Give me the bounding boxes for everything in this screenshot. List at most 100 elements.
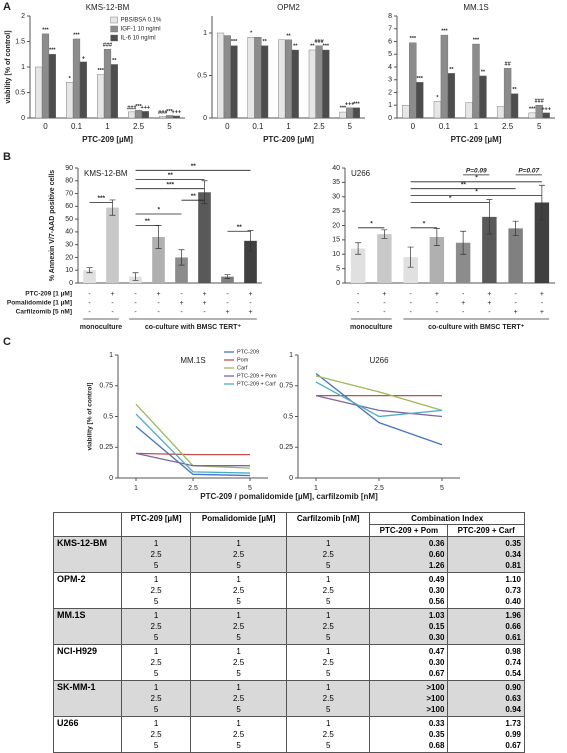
significance-label: ### [127, 105, 136, 111]
row-name: SK-MM-1 [52, 680, 123, 717]
y-axis-title: viability [% of control] [5, 30, 12, 103]
bar [528, 112, 536, 119]
chart-title: MM.1S [463, 3, 488, 12]
significance-label: *** [441, 29, 448, 35]
y-tick-label: 4 [388, 64, 392, 71]
table-cell: 1 2.5 5 [190, 644, 288, 681]
cell-value: 2.5 [322, 586, 334, 595]
table-cell: 1 2.5 5 [121, 716, 192, 753]
bar [377, 234, 392, 283]
condition-mark: - [357, 300, 360, 307]
significance-label: *** [473, 38, 480, 44]
legend-swatch [110, 34, 118, 42]
cell-value: 1 [153, 719, 159, 728]
cell-value: 5 [325, 597, 331, 606]
cell-value: 5 [325, 633, 331, 642]
cell-value: 2.5 [233, 658, 245, 667]
cell-value: 0.30 [428, 658, 445, 667]
y-tick-label: 0.5 [197, 72, 207, 79]
x-tick-label: 0.1 [439, 122, 451, 131]
error-bar [460, 230, 467, 255]
table-cell: 1 2.5 5 [121, 608, 192, 645]
significance-label: *** [49, 48, 56, 54]
cell-value: 1 [236, 647, 241, 656]
y-tick-label: 3 [388, 77, 392, 84]
cell-value: 1.03 [428, 611, 445, 620]
condition-mark: - [180, 291, 183, 298]
condition-mark: - [203, 309, 206, 316]
bar [83, 270, 96, 283]
error-bar [132, 272, 139, 281]
significance-label: *** [97, 68, 104, 74]
significance-label: ** [449, 67, 454, 73]
y-tick-label: 0.75 [279, 383, 293, 390]
significance-label: *** [529, 106, 536, 112]
table-cell: 1 2.5 5 [190, 716, 288, 753]
bar [455, 242, 471, 283]
error-bar [433, 228, 440, 246]
table-cell: 1 2.5 5 [286, 572, 371, 609]
condition-mark: - [226, 300, 229, 307]
bar [175, 257, 188, 283]
cell-value: 0.56 [428, 597, 445, 606]
condition-mark: + [435, 291, 439, 298]
table-cell: 1.10 0.73 0.40 [447, 572, 525, 609]
y-tick-label: 7 [388, 26, 392, 33]
cell-value: 1 [236, 539, 241, 548]
condition-mark: + [487, 291, 491, 298]
chart-title: KMS-12-BM [86, 3, 130, 12]
y-tick-label: 50 [65, 216, 73, 223]
y-tick-label: 2 [21, 13, 25, 20]
x-axis-title: PTC-209 / pomalidomide [µM], carfilzomib… [200, 492, 378, 501]
condition-mark: - [383, 309, 386, 316]
condition-mark: - [383, 300, 386, 307]
cell-value: 2.5 [150, 622, 162, 631]
cell-value: 2.5 [322, 694, 334, 703]
bar [230, 45, 238, 119]
cell-value: 0.63 [505, 694, 521, 703]
condition-label: PTC-209 [1 µM] [25, 291, 72, 298]
condition-mark: - [488, 309, 491, 316]
table-cell: 1.73 0.99 0.67 [447, 716, 525, 753]
cell-value: 0.30 [428, 586, 445, 595]
bar [472, 43, 480, 119]
bar [416, 82, 424, 119]
significance-label: ** [190, 193, 196, 200]
cell-value: 0.47 [428, 647, 445, 656]
cell-value: 0.98 [505, 647, 521, 656]
y-tick-label: 1 [21, 64, 25, 71]
y-tick-label: 10 [65, 267, 73, 274]
bar [261, 45, 269, 119]
significance-label: * [436, 95, 439, 101]
error-bar [178, 249, 185, 266]
column-header: Pomalidomide [µM] [190, 512, 288, 537]
panel-label: B [3, 151, 11, 163]
table-cell: 1 2.5 5 [286, 536, 371, 573]
y-tick-label: 35 [332, 179, 340, 186]
bar [508, 228, 523, 283]
bar [322, 49, 330, 119]
table-row: OPM-2 1 2.5 5 1 2.5 5 1 2.5 5 0.49 0.30 0.56 1.10 0.73… [52, 572, 525, 609]
significance-label: *** [417, 76, 424, 82]
cell-value: 2.5 [233, 694, 245, 703]
bar [128, 111, 136, 119]
bar [308, 49, 316, 119]
condition-mark: + [514, 309, 518, 316]
condition-mark: - [514, 300, 517, 307]
significance-label: ** [236, 224, 242, 231]
cell-value: 2.5 [322, 658, 334, 667]
bar [97, 74, 105, 119]
y-tick-label: 0 [388, 115, 392, 122]
significance-label: *** [73, 32, 80, 38]
cell-value: 1 [153, 647, 159, 656]
bar [79, 61, 87, 119]
bar [346, 107, 354, 119]
x-axis-title: PTC-209 [µM] [451, 135, 502, 144]
corner-cell [52, 512, 123, 537]
table-cell: 1.03 0.15 0.30 [369, 608, 449, 645]
table-row: KMS-12-BM 1 2.5 5 1 2.5 5 1 2.5 5 0.36 0.60 1.26 0.35… [52, 536, 525, 573]
cell-value: 0.67 [505, 741, 521, 750]
cell-value: 0.33 [428, 719, 445, 728]
significance-label: +++ [140, 105, 150, 111]
condition-mark: - [134, 300, 137, 307]
